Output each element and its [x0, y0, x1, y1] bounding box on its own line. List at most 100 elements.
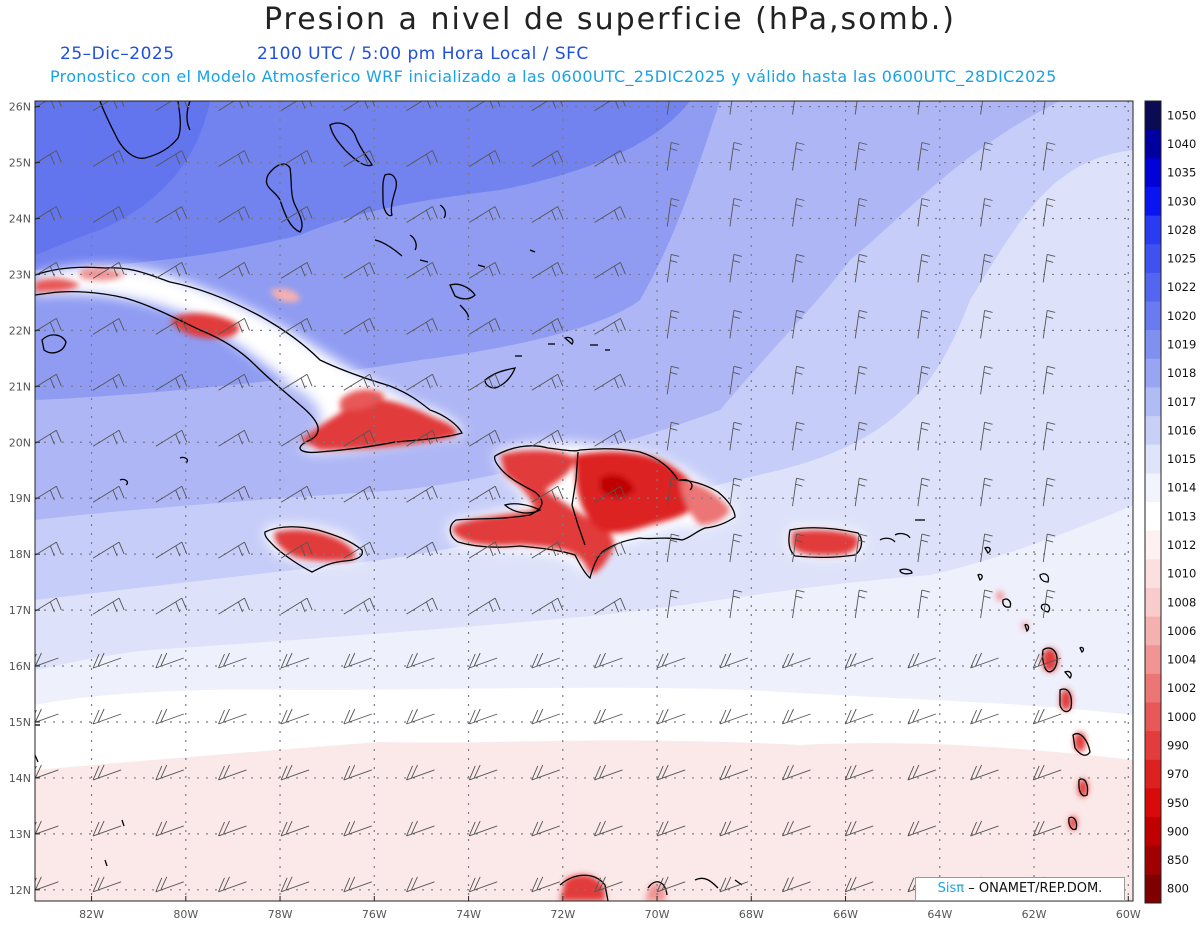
wind-barb	[1042, 421, 1056, 451]
wind-barb	[594, 373, 626, 391]
wind-barb	[594, 764, 623, 781]
graticule	[35, 101, 1133, 901]
wind-barb	[854, 421, 868, 451]
wind-barb	[218, 541, 250, 559]
wind-barb	[531, 262, 564, 279]
wind-barb	[92, 708, 122, 725]
wind-barb	[406, 652, 435, 669]
wind-barb	[92, 429, 125, 447]
colorbar-swatch	[1145, 186, 1161, 216]
colorbar-swatch	[1145, 845, 1161, 875]
wind-barb	[280, 708, 310, 725]
wind-barb	[854, 142, 868, 171]
wind-barb	[155, 101, 188, 111]
wind-barb	[854, 309, 868, 339]
wind-barb	[406, 708, 435, 725]
wind-barb	[594, 652, 623, 669]
wind-barb	[280, 876, 310, 893]
wind-barb	[656, 708, 686, 725]
wind-barb	[218, 876, 247, 893]
wind-barb	[218, 708, 247, 725]
wind-barb	[729, 533, 743, 563]
wind-barb	[92, 652, 122, 669]
wind-barb	[907, 820, 937, 837]
wind-barb	[980, 198, 993, 227]
wind-barb	[155, 318, 188, 335]
wind-barb	[343, 373, 376, 391]
lon-label: 60W	[1116, 908, 1141, 921]
wind-barb	[406, 597, 438, 615]
wind-barb	[92, 101, 125, 111]
wind-barb	[844, 764, 874, 781]
wind-barb	[666, 101, 670, 115]
wind-barb	[792, 198, 805, 227]
wind-barb	[280, 318, 313, 335]
wind-barb	[782, 820, 811, 837]
colorbar-label: 1014	[1167, 481, 1196, 495]
wind-barb	[792, 253, 805, 283]
wind-barb	[729, 253, 743, 283]
wind-barb	[980, 142, 993, 171]
colorbar-swatch	[1145, 759, 1161, 789]
forecast-subtitle: Pronostico con el Modelo Atmosferico WRF…	[50, 67, 1057, 86]
lat-label: 18N	[9, 548, 31, 561]
wind-barb	[917, 589, 931, 619]
lon-label: 64W	[927, 908, 952, 921]
wind-barb	[656, 876, 686, 893]
colorbar-swatch	[1145, 244, 1161, 274]
wind-barb	[531, 597, 564, 615]
colorbar-swatch	[1145, 101, 1161, 131]
wind-barb	[782, 708, 811, 725]
wind-barb	[917, 533, 931, 563]
wind-barb	[980, 421, 993, 451]
wind-barb	[92, 597, 125, 615]
colorbar-swatch	[1145, 587, 1161, 617]
wind-barb	[343, 485, 376, 503]
wind-barb	[594, 262, 626, 279]
colorbar-label: 1013	[1167, 509, 1196, 523]
wind-barb	[218, 764, 247, 781]
wind-barb	[155, 597, 188, 615]
wind-barb	[406, 876, 435, 893]
wind-barb	[1042, 101, 1046, 115]
colorbar-swatch	[1145, 444, 1161, 474]
wind-barb	[907, 764, 937, 781]
wind-barb	[656, 764, 686, 781]
wind-barb	[406, 764, 435, 781]
wind-barb	[468, 485, 501, 503]
wind-barb	[92, 876, 122, 893]
colorbar-swatch	[1145, 358, 1161, 388]
wind-barb	[854, 533, 868, 563]
sispi-logo: Sisπ	[937, 881, 965, 896]
wind-barb	[531, 541, 564, 559]
colorbar-label: 1016	[1167, 423, 1196, 437]
wind-barb	[531, 652, 560, 669]
lat-label: 20N	[9, 436, 31, 449]
colorbar-swatch	[1145, 387, 1161, 417]
wind-barb	[531, 150, 564, 167]
colorbar-label: 1018	[1167, 366, 1196, 380]
wind-barb	[468, 429, 501, 447]
colorbar-swatch	[1145, 616, 1161, 646]
wind-barb	[594, 708, 623, 725]
wind-barb	[531, 876, 560, 893]
colorbar-label: 800	[1167, 882, 1189, 896]
wind-barb	[343, 652, 372, 669]
wind-barb	[792, 142, 805, 171]
wind-barb	[666, 365, 680, 395]
colorbar-swatch	[1145, 158, 1161, 188]
wind-barb	[792, 589, 805, 619]
lat-label: 21N	[9, 380, 31, 393]
lat-label: 22N	[9, 324, 31, 337]
wind-barb	[531, 708, 560, 725]
colorbar-label: 1015	[1167, 452, 1196, 466]
wind-barb	[1032, 708, 1062, 725]
wind-barb	[343, 764, 372, 781]
wind-barb	[92, 373, 125, 391]
wind-barb	[594, 876, 623, 893]
wind-barb	[980, 309, 993, 339]
lon-label: 76W	[362, 908, 387, 921]
wind-barb	[980, 365, 993, 395]
colorbar-swatch	[1145, 559, 1161, 589]
wind-barb	[155, 541, 188, 559]
